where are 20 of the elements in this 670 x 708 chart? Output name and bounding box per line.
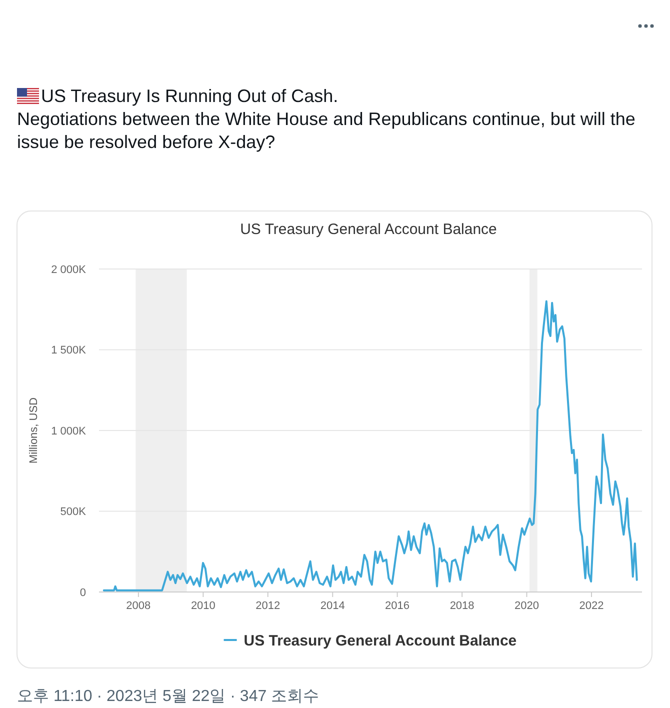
y-axis-title: Millions, USD xyxy=(28,397,40,464)
line-series xyxy=(102,300,638,592)
y-tick-label: 2 000K xyxy=(51,264,87,276)
x-tick-label: 2016 xyxy=(385,600,410,612)
x-tick-label: 2008 xyxy=(126,600,151,612)
y-tick-label: 1 500K xyxy=(51,344,87,357)
x-tick-label: 2018 xyxy=(450,600,474,612)
text: Negotiations between the White House and Republicans continue, but will the issue be resolved before X-day? xyxy=(17,109,636,152)
y-tick-label: 500K xyxy=(60,506,87,518)
y-tick-label: 0 xyxy=(80,586,86,599)
x-tick-label: 2012 xyxy=(256,600,280,612)
text: 오후 11:10 · 2023년 5월 22일 · 347 조회수 xyxy=(17,687,320,707)
chart-title: US Treasury General Account Balance xyxy=(240,221,497,238)
x-tick-label: 2020 xyxy=(514,600,539,612)
y-tick-label: 1 000K xyxy=(51,425,87,438)
x-tick-label: 2022 xyxy=(579,600,604,612)
text: US Treasury Is Running Out of Cash. xyxy=(41,86,338,106)
x-tick-label: 2014 xyxy=(320,600,345,612)
legend-label: US Treasury General Account Balance xyxy=(244,632,517,650)
x-tick-label: 2010 xyxy=(190,600,216,612)
